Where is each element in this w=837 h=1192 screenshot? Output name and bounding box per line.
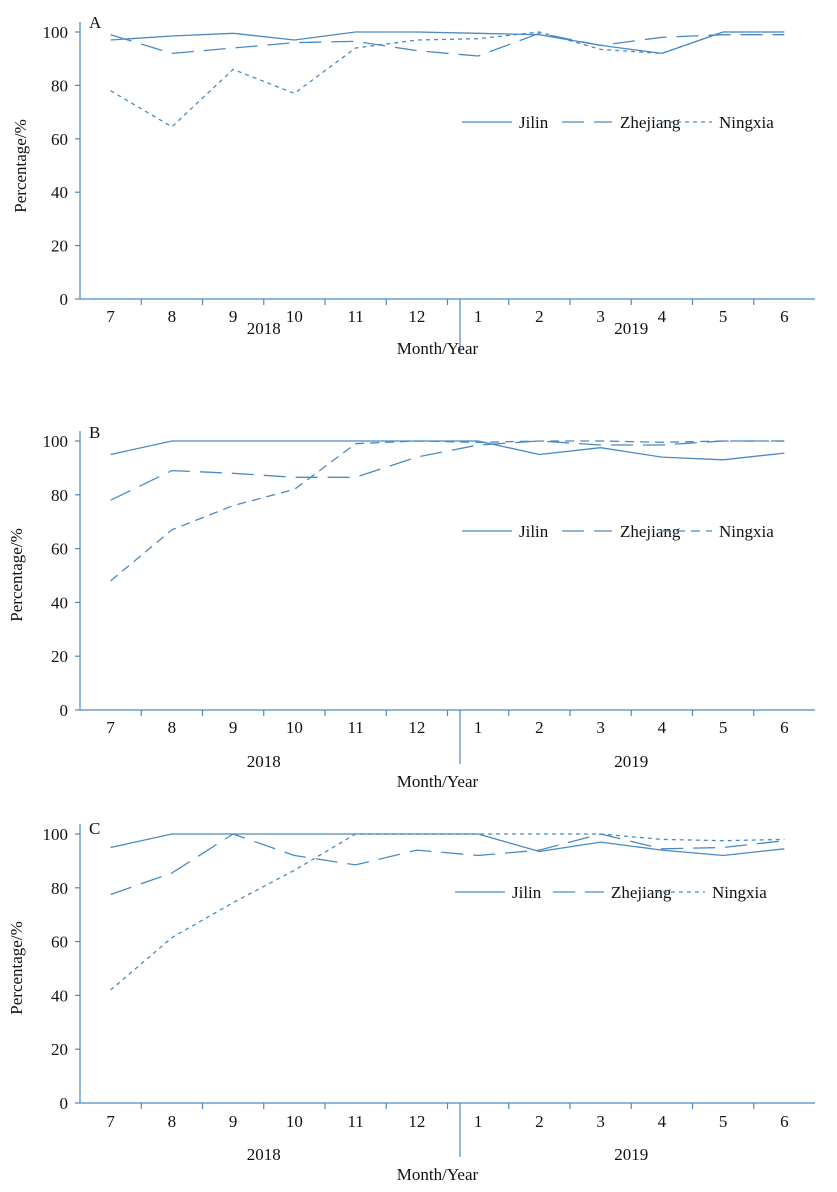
y-tick-label: 80: [51, 879, 68, 898]
legend-label: Zhejiang: [611, 883, 672, 902]
x-tick-label: 8: [168, 307, 177, 326]
series-line-jilin: [110, 833, 785, 857]
legend-label: Ningxia: [719, 522, 774, 541]
panel-label: C: [89, 819, 100, 838]
x-tick-label: 9: [229, 307, 238, 326]
x-axis-title: Month/Year: [397, 339, 479, 358]
series-line-zhejiang: [110, 440, 785, 501]
x-tick-label: 4: [658, 1112, 667, 1131]
legend: Jilin Zhejiang Ningxia: [462, 522, 774, 541]
x-tick-label: 3: [596, 1112, 605, 1131]
x-tick-label: 10: [286, 1112, 303, 1131]
x-tick-label: 7: [106, 718, 115, 737]
legend: Jilin Zhejiang Ningxia: [462, 113, 774, 132]
x-axis-title: Month/Year: [397, 772, 479, 791]
x-tick-label: 11: [347, 718, 363, 737]
x-axis-title: Month/Year: [397, 1165, 479, 1184]
y-tick-label: 60: [51, 933, 68, 952]
x-tick-label: 11: [347, 1112, 363, 1131]
year-label: 2019: [614, 319, 648, 338]
x-tick-label: 7: [106, 1112, 115, 1131]
year-label: 2018: [247, 1145, 281, 1164]
y-tick-label: 20: [51, 237, 68, 256]
x-tick-label: 4: [658, 307, 667, 326]
legend-label: Jilin: [512, 883, 542, 902]
legend-label: Zhejiang: [620, 113, 681, 132]
y-tick-label: 20: [51, 647, 68, 666]
x-tick-label: 9: [229, 1112, 238, 1131]
y-tick-label: 100: [43, 432, 69, 451]
series-line-zhejiang: [110, 32, 785, 57]
x-tick-label: 5: [719, 718, 728, 737]
x-tick-label: 10: [286, 718, 303, 737]
y-tick-label: 60: [51, 540, 68, 559]
y-tick-label: 0: [60, 290, 69, 309]
year-label: 2018: [247, 752, 281, 771]
x-tick-label: 8: [168, 718, 177, 737]
y-tick-label: 100: [43, 825, 69, 844]
x-tick-label: 11: [347, 307, 363, 326]
x-tick-label: 6: [780, 1112, 789, 1131]
legend-label: Jilin: [519, 522, 549, 541]
x-tick-label: 1: [474, 307, 483, 326]
panel-label: B: [89, 423, 100, 442]
y-tick-label: 40: [51, 593, 68, 612]
y-tick-label: 60: [51, 130, 68, 149]
y-tick-label: 20: [51, 1040, 68, 1059]
x-tick-label: 10: [286, 307, 303, 326]
panel-label: A: [89, 13, 102, 32]
x-tick-label: 12: [408, 307, 425, 326]
year-label: 2019: [614, 752, 648, 771]
x-tick-label: 2: [535, 1112, 544, 1131]
legend-label: Ningxia: [719, 113, 774, 132]
x-tick-label: 12: [408, 718, 425, 737]
x-tick-label: 1: [474, 718, 483, 737]
y-tick-label: 40: [51, 986, 68, 1005]
legend-label: Jilin: [519, 113, 549, 132]
x-tick-label: 3: [596, 718, 605, 737]
y-tick-label: 80: [51, 486, 68, 505]
y-tick-label: 0: [60, 701, 69, 720]
x-tick-label: 9: [229, 718, 238, 737]
legend-label: Zhejiang: [620, 522, 681, 541]
legend: Jilin Zhejiang Ningxia: [455, 883, 767, 902]
series-line-ningxia: [110, 833, 785, 991]
year-label: 2018: [247, 319, 281, 338]
x-tick-label: 5: [719, 1112, 728, 1131]
legend-label: Ningxia: [712, 883, 767, 902]
y-tick-label: 40: [51, 183, 68, 202]
x-tick-label: 2: [535, 718, 544, 737]
x-tick-label: 7: [106, 307, 115, 326]
y-axis-title: Percentage/%: [7, 528, 26, 621]
x-tick-label: 12: [408, 1112, 425, 1131]
y-tick-label: 0: [60, 1094, 69, 1113]
series-line-zhejiang: [110, 833, 785, 896]
x-tick-label: 4: [658, 718, 667, 737]
y-axis-title: Percentage/%: [7, 921, 26, 1014]
x-tick-label: 8: [168, 1112, 177, 1131]
x-tick-label: 1: [474, 1112, 483, 1131]
x-tick-label: 6: [780, 307, 789, 326]
x-tick-label: 3: [596, 307, 605, 326]
x-tick-label: 5: [719, 307, 728, 326]
series-line-ningxia: [110, 440, 785, 582]
year-label: 2019: [614, 1145, 648, 1164]
y-tick-label: 100: [43, 23, 69, 42]
x-tick-label: 2: [535, 307, 544, 326]
y-axis-title: Percentage/%: [11, 119, 30, 212]
x-tick-label: 6: [780, 718, 789, 737]
series-line-ningxia: [110, 31, 785, 128]
y-tick-label: 80: [51, 76, 68, 95]
